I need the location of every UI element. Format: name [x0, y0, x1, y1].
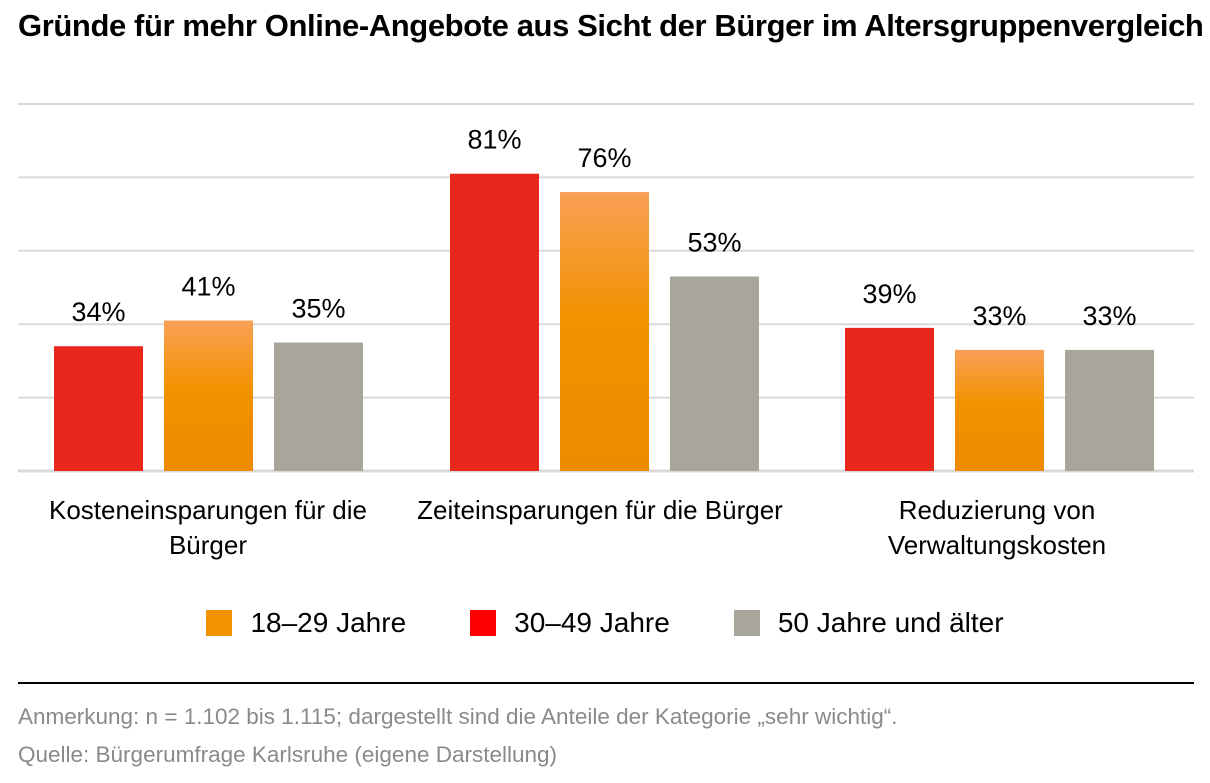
- value-label: 81%: [467, 125, 521, 155]
- category-label: Reduzierung von Verwaltungskosten: [887, 495, 1107, 560]
- legend-swatch: [206, 610, 233, 636]
- legend-swatch: [470, 610, 497, 636]
- value-label: 33%: [972, 301, 1026, 331]
- value-label: 76%: [577, 143, 631, 173]
- category-label: Kosteneinsparungen für die Bürger: [48, 495, 367, 560]
- legend-item-18-29: 18–29 Jahre: [206, 607, 406, 639]
- bar-50-plus: [274, 342, 363, 471]
- bar-18-29: [955, 349, 1044, 471]
- value-label: 34%: [71, 297, 125, 327]
- footer-divider: [18, 682, 1194, 684]
- category-label: Zeiteinsparungen für die Bürger: [417, 495, 783, 525]
- legend-item-30-49: 30–49 Jahre: [470, 607, 670, 639]
- footer-note: Anmerkung: n = 1.102 bis 1.115; dargeste…: [18, 704, 898, 729]
- bar-50-plus: [1065, 349, 1154, 471]
- chart-title: Gründe für mehr Online-Angebote aus Sich…: [18, 8, 1204, 43]
- bar-50-plus: [670, 276, 759, 471]
- bar-chart: 34% 81% 39% 41% 76% 33% 35% 53% 33%: [18, 103, 1194, 473]
- value-labels: 34% 81% 39% 41% 76% 33% 35% 53% 33%: [71, 125, 1136, 331]
- legend-label: 30–49 Jahre: [514, 607, 670, 638]
- bar-30-49: [845, 327, 934, 471]
- footer-source: Quelle: Bürgerumfrage Karlsruhe (eigene …: [18, 742, 558, 767]
- value-label: 41%: [181, 272, 235, 302]
- legend-label: 50 Jahre und älter: [777, 607, 1004, 638]
- legend-swatch: [733, 610, 760, 636]
- value-label: 33%: [1082, 301, 1136, 331]
- legend-label: 18–29 Jahre: [250, 607, 407, 638]
- value-label: 35%: [291, 294, 345, 324]
- bar-18-29: [164, 320, 253, 471]
- legend: 18–29 Jahre 30–49 Jahre 50 Jahre und ält…: [0, 603, 1210, 643]
- bar-18-29: [560, 192, 649, 471]
- legend-item-50-plus: 50 Jahre und älter: [733, 607, 1004, 639]
- value-label: 39%: [862, 279, 916, 309]
- bar-30-49: [450, 173, 539, 472]
- bar-30-49: [54, 346, 143, 471]
- value-label: 53%: [687, 227, 741, 257]
- bars: [54, 173, 1154, 472]
